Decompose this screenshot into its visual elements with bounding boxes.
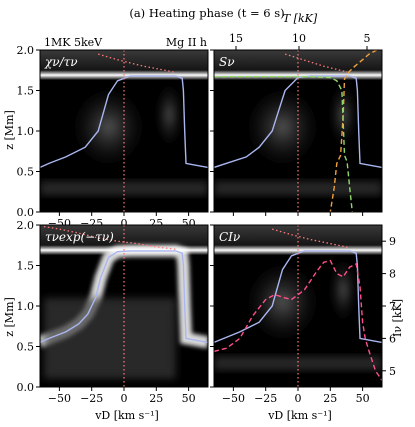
temperature-curve	[98, 53, 176, 74]
x-tick-label: −50	[222, 392, 245, 405]
curves	[214, 225, 382, 387]
left-axis-label-bottom: z [Mm]	[3, 297, 16, 337]
x-tick-label: 25	[323, 392, 337, 405]
density-blob	[240, 255, 325, 348]
curves	[214, 50, 382, 212]
x-tick-label: 25	[149, 392, 163, 405]
x-tick-label: 50	[182, 392, 196, 405]
y-tick-label: 0.5	[17, 166, 35, 179]
panel-label: CIν	[219, 230, 240, 244]
curves	[40, 50, 208, 212]
panel-2: Sν 15 10 5	[210, 32, 383, 216]
bottom-axis-label-left: vD [km s⁻¹]	[94, 409, 159, 422]
right-tick-label: 6	[389, 332, 396, 345]
x-tick-label: −25	[254, 392, 277, 405]
top-axis-label: T [kK]	[283, 12, 318, 25]
x-tick-label: 0	[295, 392, 302, 405]
y-tick-label: 1.0	[17, 125, 35, 138]
chromosphere-band	[214, 181, 382, 196]
chromosphere-band	[214, 356, 382, 371]
y-tick-label: 0.5	[17, 341, 35, 354]
y-tick-label: 1.5	[17, 85, 35, 98]
panel-label: χν/τν	[44, 55, 78, 69]
right-tick-label: 5	[389, 365, 396, 378]
right-tick-label: 9	[389, 235, 396, 248]
y-tick-label: 2.0	[17, 44, 35, 57]
x-tick-label: 0	[121, 217, 128, 230]
corona-region	[214, 225, 382, 248]
x-tick-label: −25	[80, 392, 103, 405]
panel-1: χν/τν−50 −25 0 25 500.00.51.01.52.0	[17, 44, 209, 230]
temperature-curve	[43, 225, 176, 250]
right-tick-label: 8	[389, 268, 396, 281]
x-tick-label: 50	[356, 392, 370, 405]
panel-3: τνexp(−τν) −50 −25 0 25 50 0.0 0.5 1.0 1.5 2.0	[17, 219, 209, 405]
y-tick-label: 1.0	[17, 300, 35, 313]
x-tick-label: 0	[121, 392, 128, 405]
right-tick-label: 7	[389, 300, 396, 313]
density-blob	[329, 78, 358, 151]
bottom-axis-label-right: vD [km s⁻¹]	[267, 409, 332, 422]
tau-unity-curve	[214, 250, 382, 344]
corona-region	[40, 50, 208, 73]
tau-unity-curve	[40, 250, 208, 344]
line-label: Mg II h	[166, 36, 207, 49]
contribution-haze	[43, 297, 176, 379]
tau-unity-curve	[40, 75, 208, 169]
density-blob	[66, 80, 151, 173]
figure-title: (a) Heating phase (t = 6 s)	[129, 6, 284, 20]
curves	[40, 225, 208, 387]
left-axis-label-top: z [Mm]	[3, 110, 16, 150]
x-tick-label: −50	[48, 392, 71, 405]
top-tick-label: 15	[229, 32, 243, 45]
corona-region	[40, 225, 208, 248]
y-tick-label: 2.0	[17, 219, 35, 232]
top-tick-label: 5	[364, 32, 371, 45]
intensity-profile	[214, 259, 382, 381]
corona-region	[214, 50, 382, 73]
model-label: 1MK 5keV	[44, 36, 103, 49]
right-axis-label: Iν [kK]	[391, 299, 404, 337]
y-tick-label: 0.0	[17, 381, 35, 394]
y-tick-label: 1.5	[17, 260, 35, 273]
panel-4: 5 6 7 8 9 CIν −50 −25 0 25 50	[210, 224, 396, 405]
planck-function-curve	[214, 76, 353, 212]
top-tick-label: 10	[292, 32, 306, 45]
y-tick-label: 0.0	[17, 206, 35, 219]
density-blob	[155, 78, 184, 151]
density-blob	[329, 253, 358, 326]
temperature-curve	[272, 228, 350, 249]
source-function-curve	[329, 50, 378, 212]
panel-label: τνexp(−τν)	[45, 230, 114, 244]
density-blob	[240, 80, 325, 173]
chromosphere-band	[40, 181, 208, 196]
tau-unity-curve	[214, 75, 382, 169]
panel-label: Sν	[219, 55, 235, 69]
